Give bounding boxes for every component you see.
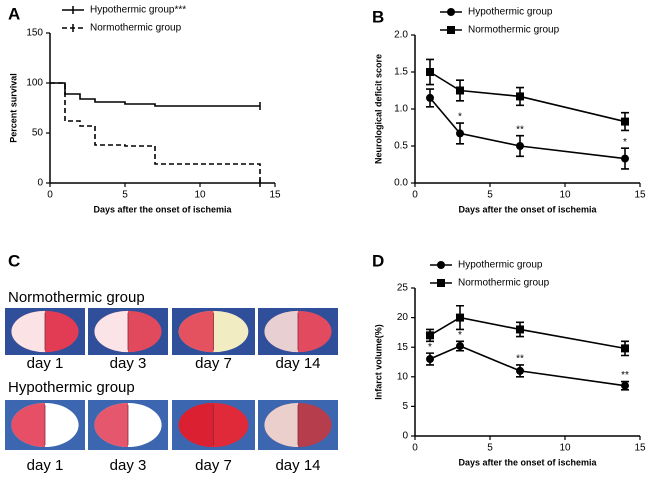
y-tick-label: 1.0 xyxy=(394,104,408,115)
panel-letter: D xyxy=(372,251,384,270)
marker xyxy=(426,355,434,364)
legend-marker xyxy=(437,279,445,287)
marker xyxy=(426,68,434,76)
legend-label: Hypothermic group xyxy=(458,260,543,271)
x-tick-label: 0 xyxy=(412,190,418,201)
y-tick-label: 5 xyxy=(402,401,408,412)
y-axis-title: Neurological deficit score xyxy=(373,54,383,164)
brain-hemisphere xyxy=(264,310,298,353)
day-label: day 3 xyxy=(110,457,147,474)
significance-label: * xyxy=(623,137,627,148)
brain-hemisphere xyxy=(178,403,214,447)
marker xyxy=(456,342,464,351)
x-tick-label: 5 xyxy=(487,443,493,454)
day-label: day 7 xyxy=(195,457,232,474)
marker xyxy=(516,366,524,375)
series-line xyxy=(429,316,626,350)
day-label: day 1 xyxy=(27,457,64,474)
brain-hemisphere xyxy=(94,403,128,447)
day-label: day 7 xyxy=(195,355,232,372)
series-line xyxy=(429,71,626,123)
marker xyxy=(426,93,434,102)
y-tick-label: 0 xyxy=(402,431,408,442)
legend-marker xyxy=(447,8,455,16)
y-tick-label: 50 xyxy=(32,128,44,139)
y-tick-label: 0.0 xyxy=(394,178,408,189)
x-tick-label: 15 xyxy=(269,190,281,201)
group-title: Hypothermic group xyxy=(8,379,135,396)
marker xyxy=(516,92,524,101)
legend-label: Hypothermic group*** xyxy=(90,5,186,16)
series-line xyxy=(50,82,260,107)
marker xyxy=(516,325,524,334)
panel-letter: C xyxy=(8,251,20,270)
y-tick-label: 2.0 xyxy=(394,30,408,41)
x-tick-label: 10 xyxy=(559,190,571,201)
y-tick-label: 25 xyxy=(397,283,409,294)
significance-label: * xyxy=(458,330,462,341)
legend-label: Hypothermic group xyxy=(468,7,553,18)
legend-label: Normothermic group xyxy=(90,23,182,34)
y-axis-title: Infarct volume(%) xyxy=(373,324,383,400)
panel-letter: A xyxy=(8,4,20,23)
y-tick-label: 100 xyxy=(26,78,43,89)
series-line xyxy=(429,97,626,160)
legend-label: Normothermic group xyxy=(458,278,550,289)
y-tick-label: 150 xyxy=(26,28,43,39)
series-line xyxy=(50,82,261,183)
brain-hemisphere xyxy=(264,403,298,447)
significance-label: ** xyxy=(516,354,524,365)
marker xyxy=(621,381,629,390)
x-tick-label: 5 xyxy=(122,190,128,201)
marker xyxy=(516,142,524,150)
x-tick-label: 5 xyxy=(487,190,493,201)
brain-hemisphere xyxy=(178,310,214,353)
y-tick-label: 0.5 xyxy=(394,141,408,152)
y-tick-label: 10 xyxy=(397,371,409,382)
series-line xyxy=(429,345,626,387)
marker xyxy=(456,129,464,138)
day-label: day 3 xyxy=(110,355,147,372)
marker xyxy=(456,86,464,95)
significance-label: * xyxy=(458,112,462,123)
marker xyxy=(426,331,434,340)
marker xyxy=(456,313,464,322)
y-tick-label: 0 xyxy=(37,178,43,189)
day-label: day 14 xyxy=(275,457,320,474)
y-tick-label: 20 xyxy=(397,312,409,323)
legend-marker xyxy=(437,261,445,269)
day-label: day 14 xyxy=(275,355,320,372)
x-axis-title: Days after the onset of ischemia xyxy=(458,204,597,214)
significance-label: ** xyxy=(621,370,629,381)
x-tick-label: 0 xyxy=(47,190,53,201)
x-axis-title: Days after the onset of ischemia xyxy=(93,204,232,214)
x-tick-label: 10 xyxy=(194,190,206,201)
marker xyxy=(621,154,629,163)
legend-label: Normothermic group xyxy=(468,25,560,36)
y-axis-title: Percent survival xyxy=(8,73,18,143)
x-tick-label: 15 xyxy=(634,190,646,201)
y-tick-label: 15 xyxy=(397,342,409,353)
significance-label: ** xyxy=(516,124,524,135)
brain-hemisphere xyxy=(11,310,46,353)
x-tick-label: 10 xyxy=(559,443,571,454)
brain-hemisphere xyxy=(11,403,45,447)
panel-letter: B xyxy=(372,7,384,26)
marker xyxy=(621,344,629,353)
x-axis-title: Days after the onset of ischemia xyxy=(458,457,597,467)
significance-label: * xyxy=(428,342,432,353)
x-tick-label: 0 xyxy=(412,443,418,454)
brain-hemisphere xyxy=(94,310,128,353)
x-tick-label: 15 xyxy=(634,443,646,454)
legend-marker xyxy=(447,26,455,34)
day-label: day 1 xyxy=(27,355,64,372)
group-title: Normothermic group xyxy=(8,289,145,306)
marker xyxy=(621,117,629,126)
y-tick-label: 1.5 xyxy=(394,67,408,78)
